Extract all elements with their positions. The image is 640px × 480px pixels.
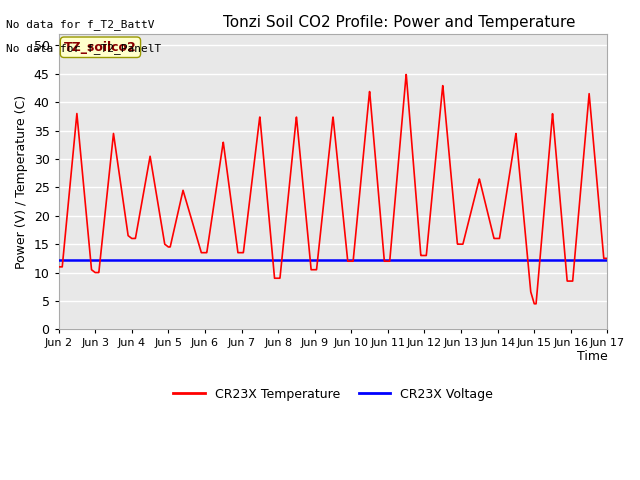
Text: No data for f_T2_BattV: No data for f_T2_BattV — [6, 19, 155, 30]
Title: Tonzi Soil CO2 Profile: Power and Temperature: Tonzi Soil CO2 Profile: Power and Temper… — [223, 15, 575, 30]
Legend: CR23X Temperature, CR23X Voltage: CR23X Temperature, CR23X Voltage — [168, 383, 498, 406]
X-axis label: Time: Time — [577, 350, 607, 363]
Text: TZ_soilco2: TZ_soilco2 — [64, 41, 137, 54]
Y-axis label: Power (V) / Temperature (C): Power (V) / Temperature (C) — [15, 95, 28, 269]
Text: No data for f_T2_PanelT: No data for f_T2_PanelT — [6, 43, 162, 54]
